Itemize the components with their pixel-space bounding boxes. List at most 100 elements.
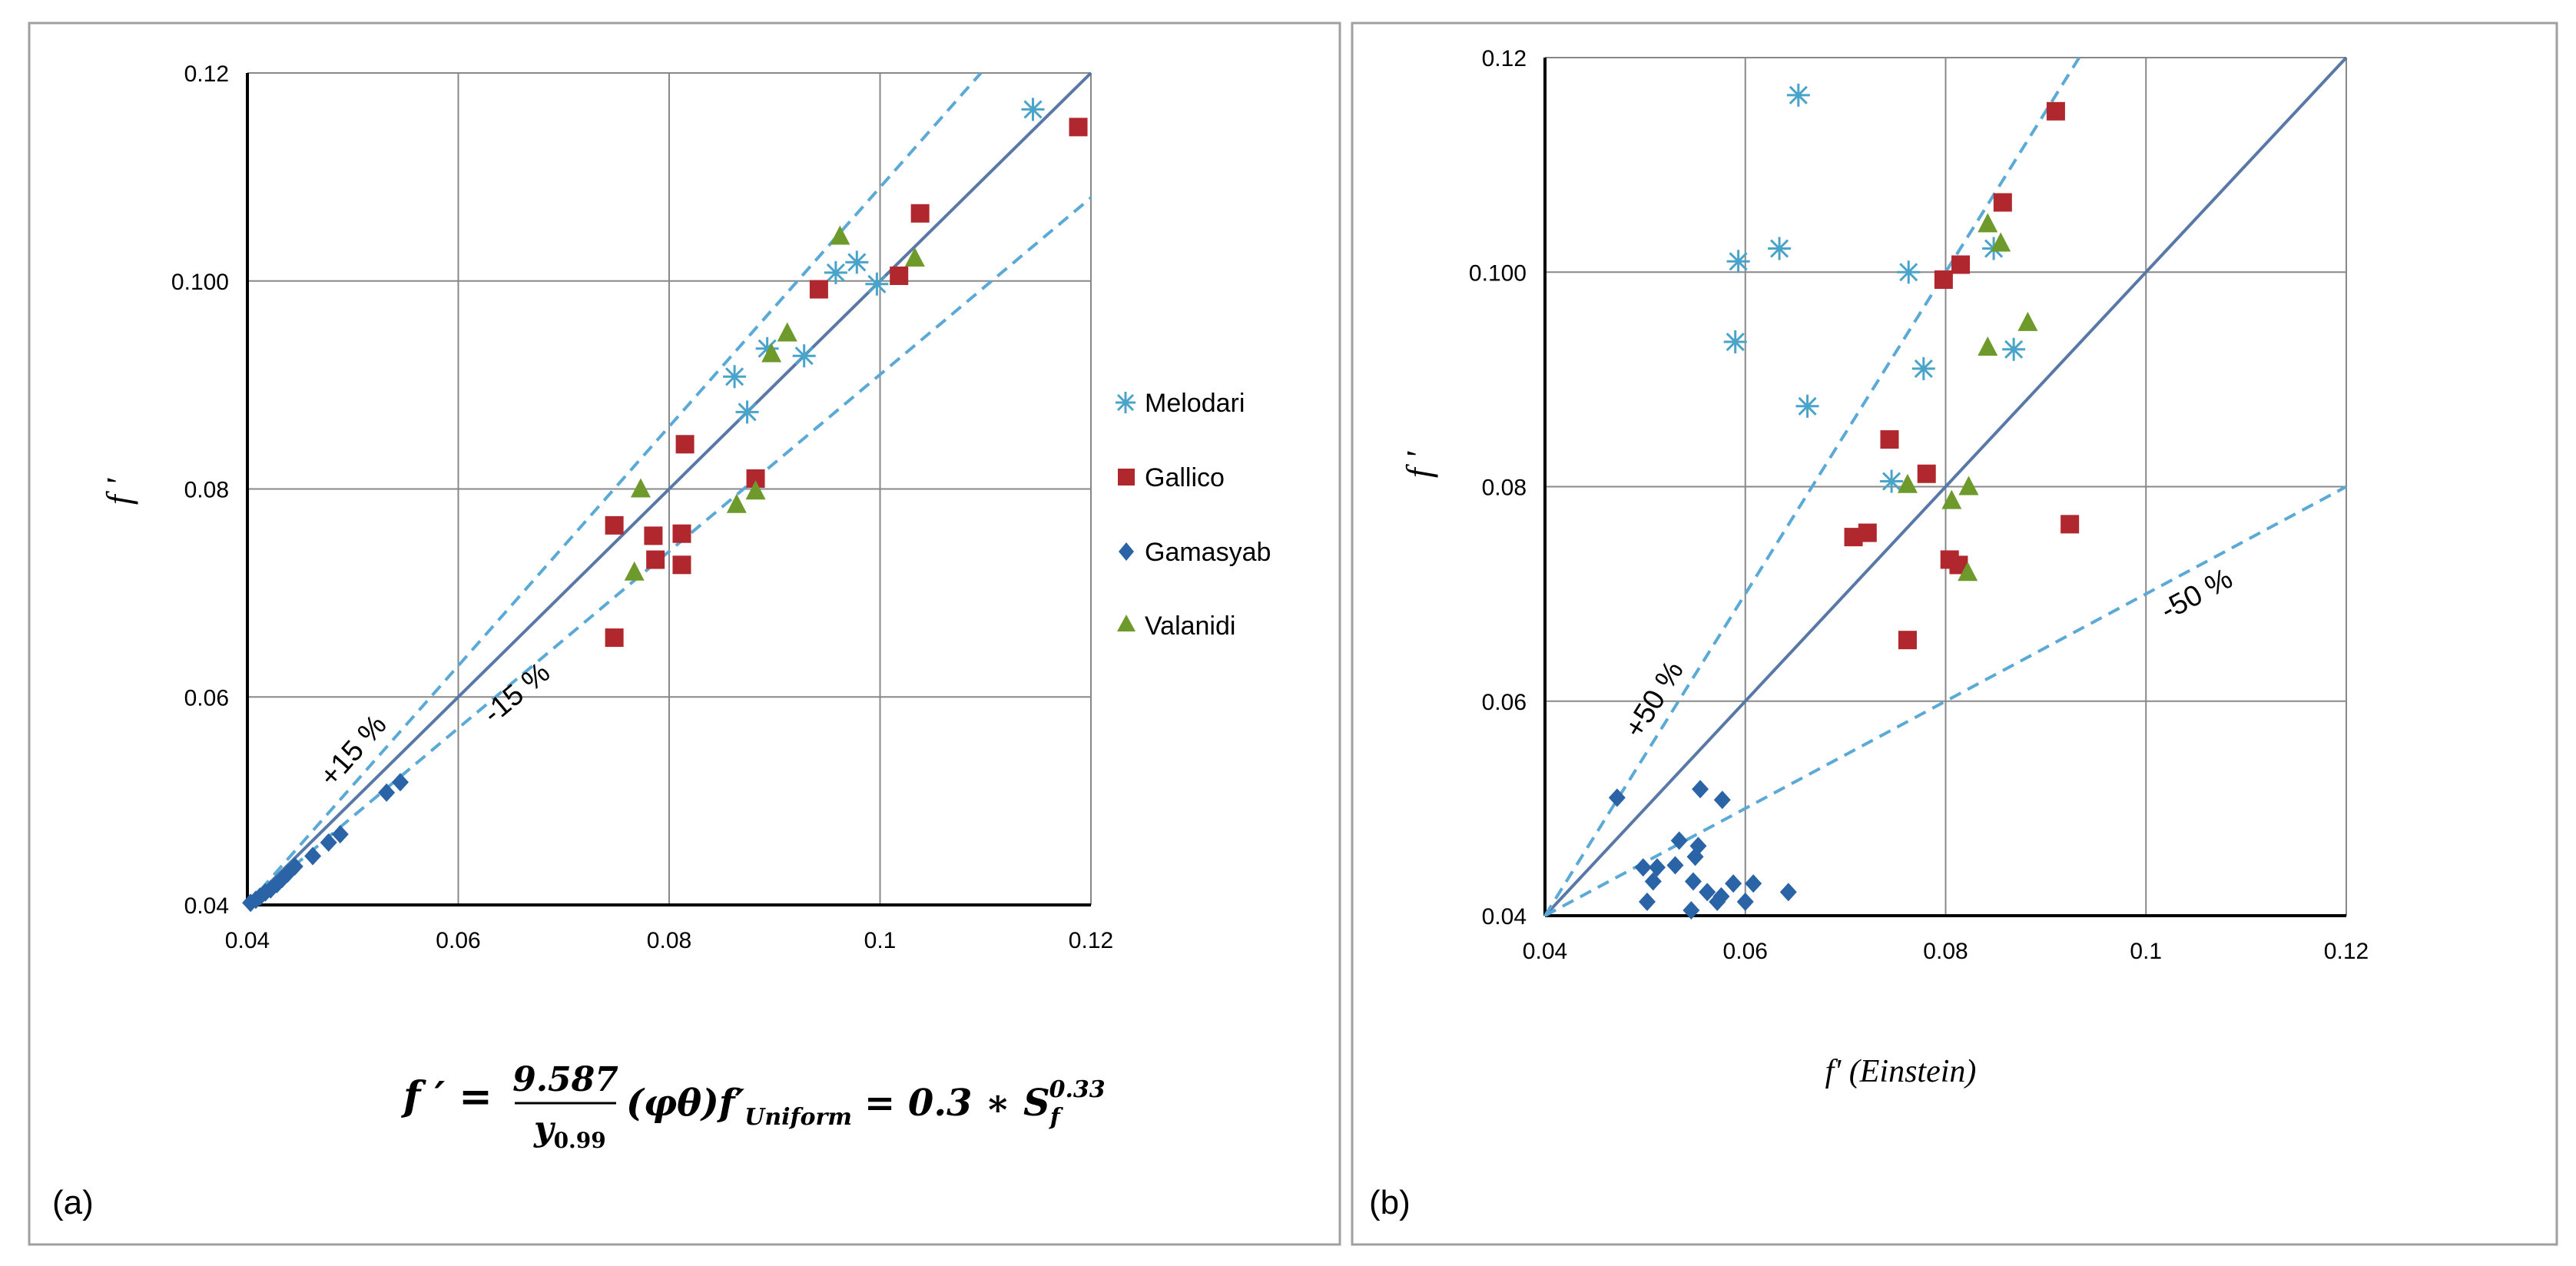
panel-b-ytick-0: 0.04: [1482, 904, 1527, 930]
panel-b-xtick-0: 0.04: [1523, 939, 1567, 964]
panel-a-ytick-4: 0.12: [184, 61, 229, 87]
panel-b-xtick-4: 0.12: [2324, 939, 2369, 964]
legend-item-valanidi: Valanidi: [1117, 611, 1235, 641]
panel-a-xtick-1: 0.06: [436, 928, 480, 953]
formula-numerator: 9.587: [512, 1060, 618, 1099]
panel-b-point-gamasyab-15: [1779, 883, 1797, 902]
panel-b-point-gallico-2: [1951, 255, 1971, 274]
panel-b-ylabel: f ': [1399, 451, 1438, 478]
panel-b-point-gamasyab-5: [1686, 847, 1704, 867]
panel-a-band-line-0: [246, 71, 983, 906]
panel-a-point-gamasyab-2: [331, 824, 349, 843]
legend-marker-melodari: [1116, 392, 1135, 413]
panel-b-point-melodari-9: [1880, 469, 1904, 493]
panel-b-point-melodari-3: [1723, 330, 1747, 354]
panel-b-point-valanidi-3: [2017, 311, 2038, 331]
legend-item-gamasyab: Gamasyab: [1119, 538, 1271, 567]
formula-denominator: y0.99: [533, 1109, 606, 1153]
panel-b-point-valanidi-4: [1897, 473, 1918, 493]
panel-a-ytick-3: 0.100: [171, 270, 229, 295]
panel-a-point-valanidi-6: [726, 493, 747, 513]
panel-b-point-gallico-3: [1934, 270, 1953, 290]
panel-a-ytick-2: 0.08: [184, 478, 229, 503]
panel-a-point-valanidi-3: [777, 322, 797, 342]
panel-b-point-gamasyab-13: [1699, 883, 1716, 902]
panel-b-point-gamasyab-11: [1725, 874, 1742, 893]
panel-a-point-gallico-7: [644, 526, 663, 545]
panel-b-point-gamasyab-17: [1709, 892, 1726, 911]
panel-b-xlabel: f' (Einstein): [1825, 1054, 1977, 1089]
panel-a-point-valanidi-5: [745, 480, 766, 500]
legend-label-gamasyab: Gamasyab: [1145, 538, 1271, 567]
panel-b-point-gamasyab-10: [1684, 872, 1702, 891]
panel-b-ytick-1: 0.06: [1482, 690, 1527, 715]
panel-a-point-gallico-0: [1069, 118, 1088, 137]
formula-lhs: f ′ =: [400, 1073, 492, 1120]
formula: f ′ = 9.587 y0.99 (φθ)f′Uniform = 0.3 ∗ …: [400, 1060, 1106, 1153]
panel-b-point-gallico-10: [1898, 631, 1917, 650]
panel-a-point-gamasyab-13: [242, 893, 260, 913]
panel-a-point-valanidi-0: [830, 225, 850, 245]
panel-a-point-gallico-10: [672, 555, 691, 575]
panel-b-point-gamasyab-7: [1649, 858, 1666, 877]
panel-b-point-melodari-4: [1795, 394, 1819, 418]
panel-b-point-gamasyab-9: [1644, 872, 1662, 891]
panel-b-point-gallico-1: [1993, 193, 2012, 212]
panel-b-point-valanidi-6: [1941, 489, 1962, 509]
panel-b-point-gamasyab-3: [1670, 831, 1688, 850]
panel-a-point-valanidi-1: [904, 247, 925, 267]
legend-marker-valanidi: [1117, 615, 1135, 631]
panel-b-band-label-0: +50 %: [1619, 655, 1690, 744]
panel-a-point-gamasyab-1: [378, 783, 396, 802]
panel-b-plot: 0.04 0.06 0.08 0.1 0.12 0.04 0.06 0.08 0.100 0.12…: [1469, 46, 2369, 964]
panel-a-point-gallico-6: [605, 515, 624, 535]
panel-b-point-melodari-1: [1726, 250, 1750, 273]
panel-b-point-gamasyab-0: [1608, 788, 1626, 807]
formula-middle: (φθ)f′Uniform: [626, 1082, 852, 1131]
panel-b-point-valanidi-0: [1978, 213, 1998, 233]
panel-b-point-gallico-7: [1858, 523, 1877, 542]
panel-b-ytick-2: 0.08: [1482, 476, 1527, 501]
panel-a-point-gallico-2: [890, 266, 909, 285]
panel-b-point-gamasyab-19: [1683, 901, 1700, 920]
panel-b-point-valanidi-1: [1991, 232, 2011, 252]
panel-a-point-gallico-11: [605, 628, 624, 648]
legend-label-valanidi: Valanidi: [1145, 611, 1235, 641]
panel-b-xtick-1: 0.06: [1723, 939, 1768, 964]
panel-a-label: (a): [52, 1184, 94, 1221]
panel-a-point-melodari-5: [735, 400, 759, 424]
panel-a-point-gallico-1: [910, 204, 930, 223]
legend-marker-gallico: [1118, 469, 1135, 486]
panel-a-point-gamasyab-3: [320, 833, 337, 852]
panel-a-point-valanidi-4: [630, 478, 651, 498]
legend-item-gallico: Gallico: [1118, 463, 1225, 492]
panel-a-point-gamasyab-0: [392, 773, 409, 792]
panel-a-point-gamasyab-4: [304, 847, 322, 866]
panel-a-plot: 0.04 0.06 0.08 0.1 0.12 0.04 0.06 0.08 0.100 0.12…: [171, 61, 1113, 953]
formula-rhs: = 0.3 ∗ Sf0.33: [864, 1076, 1106, 1131]
panel-a-ytick-1: 0.06: [184, 685, 229, 711]
legend: Melodari Gallico Gamasyab Valanidi: [1116, 389, 1271, 641]
panel-b-label: (b): [1369, 1184, 1411, 1221]
panel-a-point-valanidi-7: [624, 561, 645, 581]
panel-b-point-gamasyab-18: [1736, 892, 1754, 911]
panel-b-frame: [1351, 22, 2558, 1246]
panel-a-point-gallico-9: [646, 550, 665, 569]
panel-b-point-gamasyab-12: [1745, 874, 1762, 893]
panel-b-point-melodari-2: [1768, 237, 1792, 260]
panel-a-point-melodari-7: [792, 344, 816, 368]
panel-a-point-gallico-3: [809, 280, 828, 299]
panel-b-xtick-2: 0.08: [1923, 939, 1968, 964]
panel-a-xtick-2: 0.08: [647, 928, 691, 953]
panel-b-point-gamasyab-2: [1713, 790, 1731, 810]
panel-b-point-gamasyab-1: [1692, 780, 1709, 799]
panel-a-point-gallico-8: [672, 524, 691, 543]
panel-a-point-melodari-1: [865, 272, 889, 296]
panel-a-point-melodari-4: [723, 365, 747, 389]
panel-b-point-valanidi-2: [1978, 336, 1998, 356]
panel-b-point-melodari-6: [1911, 356, 1935, 380]
panel-a-ytick-0: 0.04: [184, 893, 229, 919]
legend-item-melodari: Melodari: [1116, 389, 1245, 418]
panel-b-point-gamasyab-8: [1666, 856, 1684, 875]
panel-a-point-melodari-2: [824, 260, 847, 284]
